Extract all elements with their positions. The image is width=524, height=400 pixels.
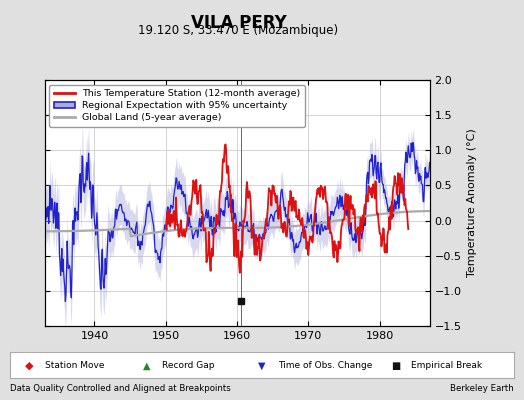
Text: ◆: ◆ xyxy=(25,361,33,371)
Text: Data Quality Controlled and Aligned at Breakpoints: Data Quality Controlled and Aligned at B… xyxy=(10,384,231,393)
Text: ▼: ▼ xyxy=(258,361,266,371)
Text: Time of Obs. Change: Time of Obs. Change xyxy=(278,362,372,370)
Text: 19.120 S, 33.470 E (Mozambique): 19.120 S, 33.470 E (Mozambique) xyxy=(138,24,339,37)
Text: Empirical Break: Empirical Break xyxy=(411,362,483,370)
Text: Record Gap: Record Gap xyxy=(162,362,215,370)
Text: ▲: ▲ xyxy=(143,361,150,371)
Text: Berkeley Earth: Berkeley Earth xyxy=(450,384,514,393)
Text: VILA PERY: VILA PERY xyxy=(191,14,286,32)
Legend: This Temperature Station (12-month average), Regional Expectation with 95% uncer: This Temperature Station (12-month avera… xyxy=(49,85,305,127)
Text: ■: ■ xyxy=(391,361,400,371)
Y-axis label: Temperature Anomaly (°C): Temperature Anomaly (°C) xyxy=(467,129,477,277)
Text: Station Move: Station Move xyxy=(45,362,104,370)
